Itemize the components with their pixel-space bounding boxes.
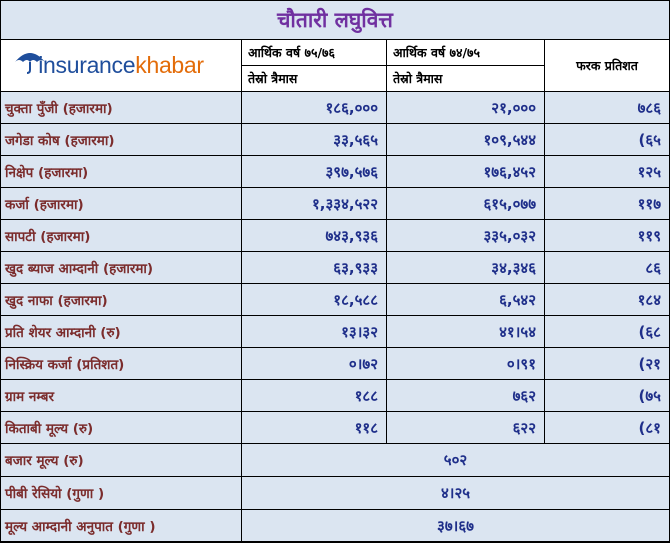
row-value-7475: १०९,५४४ xyxy=(387,124,545,156)
header-col1-period: तेस्रो त्रैमास xyxy=(242,66,387,92)
row-value-7576: ३९७,५७६ xyxy=(242,156,387,188)
row-value-7475: ६,५४२ xyxy=(387,284,545,316)
merged-row-label: बजार मूल्य (रु) xyxy=(1,444,242,477)
row-diff-percent: ११९ xyxy=(545,220,669,252)
row-label: निस्क्रिय कर्जा (प्रतिशत) xyxy=(1,348,242,380)
row-value-7576: ३३,५६५ xyxy=(242,124,387,156)
merged-row-label: मूल्य आम्दानी अनुपात (गुणा ) xyxy=(1,510,242,542)
row-diff-percent: ११७ xyxy=(545,188,669,220)
merged-row-label: पीबी रेसियो (गुणा ) xyxy=(1,477,242,510)
merged-row-value: ५०२ xyxy=(242,444,669,477)
row-label: प्रति शेयर आम्दानी (रु) xyxy=(1,316,242,348)
row-value-7475: ३४,३४६ xyxy=(387,252,545,284)
merged-row-value: ४।२५ xyxy=(242,477,669,510)
row-value-7576: १८६,००० xyxy=(242,92,387,124)
row-value-7576: ६३,९३३ xyxy=(242,252,387,284)
row-value-7576: १,३३४,५२२ xyxy=(242,188,387,220)
row-value-7475: ७६२ xyxy=(387,380,545,412)
table-title: चौतारी लघुवित्त xyxy=(1,1,669,40)
row-label: जगेडा कोष (हजारमा) xyxy=(1,124,242,156)
row-diff-percent: (६५ xyxy=(545,124,669,156)
row-value-7475: ६२२ xyxy=(387,412,545,444)
row-value-7475: ६१५,०७७ xyxy=(387,188,545,220)
header-col2-year: आर्थिक वर्ष ७४/७५ xyxy=(387,40,545,66)
row-label: सापटी (हजारमा) xyxy=(1,220,242,252)
row-value-7576: १८८ xyxy=(242,380,387,412)
row-label: खुद ब्याज आम्दानी (हजारमा) xyxy=(1,252,242,284)
row-diff-percent: ८६ xyxy=(545,252,669,284)
row-value-7475: ३३५,०३२ xyxy=(387,220,545,252)
row-label: निक्षेप (हजारमा) xyxy=(1,156,242,188)
row-diff-percent: (७५ xyxy=(545,380,669,412)
merged-row-value: ३७।६७ xyxy=(242,510,669,542)
row-value-7475: ०।९१ xyxy=(387,348,545,380)
row-diff-percent: (२१ xyxy=(545,348,669,380)
row-label: खुद नाफा (हजारमा) xyxy=(1,284,242,316)
row-label: चुक्ता पुँजी (हजारमा) xyxy=(1,92,242,124)
row-diff-percent: १८४ xyxy=(545,284,669,316)
row-value-7475: २१,००० xyxy=(387,92,545,124)
row-label: कर्जा (हजारमा) xyxy=(1,188,242,220)
logo-wordmark: insurancekhabar xyxy=(38,52,204,78)
row-label: किताबी मूल्य (रु) xyxy=(1,412,242,444)
row-value-7576: १८,५८८ xyxy=(242,284,387,316)
header-col1-year: आर्थिक वर्ष ७५/७६ xyxy=(242,40,387,66)
row-value-7576: ७४३,९३६ xyxy=(242,220,387,252)
row-value-7576: १३।३२ xyxy=(242,316,387,348)
row-label: ग्राम नम्बर xyxy=(1,380,242,412)
row-diff-percent: (८१ xyxy=(545,412,669,444)
header-col2-period: तेस्रो त्रैमास xyxy=(387,66,545,92)
row-diff-percent: (६८ xyxy=(545,316,669,348)
row-value-7475: ४१।५४ xyxy=(387,316,545,348)
header-col3: फरक प्रतिशत xyxy=(545,40,669,92)
row-diff-percent: ७८६ xyxy=(545,92,669,124)
logo: insurancekhabar xyxy=(1,40,242,92)
row-diff-percent: १२५ xyxy=(545,156,669,188)
row-value-7475: १७६,४५२ xyxy=(387,156,545,188)
umbrella-icon xyxy=(15,53,45,74)
row-value-7576: ११८ xyxy=(242,412,387,444)
row-value-7576: ०।७२ xyxy=(242,348,387,380)
